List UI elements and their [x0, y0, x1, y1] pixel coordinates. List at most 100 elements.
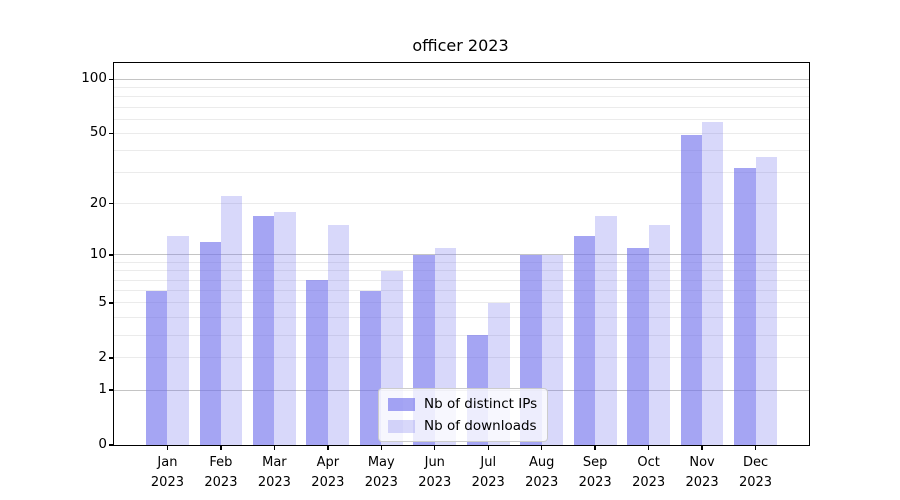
x-tick-month: Nov	[689, 455, 715, 470]
x-tick-year: 2023	[311, 474, 345, 490]
x-tick-mark	[273, 446, 276, 450]
y-tick-label: 50	[89, 124, 107, 141]
bar-distinct-ips-may	[359, 290, 382, 445]
gridline-minor	[114, 118, 809, 120]
y-tick-mark	[108, 254, 113, 256]
x-tick-year: 2023	[204, 474, 238, 490]
legend-swatch-icon	[388, 397, 415, 411]
y-tick-label: 0	[98, 436, 107, 453]
chart-title: officer 2023	[412, 36, 509, 55]
bar-distinct-ips-jan	[146, 290, 168, 445]
y-tick-mark	[108, 389, 113, 391]
x-tick-month: Dec	[742, 455, 769, 470]
x-tick-year: 2023	[150, 474, 184, 490]
bar-distinct-ips-oct	[627, 248, 649, 445]
x-tick-mark	[647, 446, 650, 450]
y-tick-label: 1	[98, 381, 107, 398]
x-tick-label: Jul 2023	[456, 453, 520, 492]
gridline-minor	[114, 96, 809, 98]
legend: Nb of distinct IPs Nb of downloads	[378, 388, 549, 442]
bar-downloads-dec	[755, 156, 777, 445]
gridline-major	[114, 78, 809, 80]
x-tick-year: 2023	[738, 474, 773, 490]
plot-area: Nb of distinct IPs Nb of downloads Jan 202…	[81, 62, 810, 490]
y-tick-mark	[108, 202, 113, 205]
y-tick-mark	[108, 302, 113, 304]
x-tick-label: May 2023	[349, 453, 413, 492]
gridline-minor	[114, 302, 809, 304]
gridline-minor	[114, 132, 809, 134]
y-tick-label: 10	[89, 246, 107, 263]
gridline-minor	[114, 316, 809, 318]
gridline-minor	[114, 150, 809, 152]
x-tick-month: Aug	[528, 455, 555, 470]
y-tick-mark	[108, 132, 113, 135]
bar-distinct-ips-apr	[306, 280, 328, 445]
bar-downloads-nov	[702, 121, 724, 445]
x-tick-mark	[487, 446, 489, 450]
x-tick-label: Dec 2023	[724, 453, 788, 492]
x-tick-mark	[540, 446, 543, 450]
x-tick-year: 2023	[632, 474, 666, 490]
bar-downloads-oct	[648, 225, 670, 445]
x-tick-month: Feb	[209, 455, 233, 470]
bar-downloads-jan	[167, 235, 189, 445]
gridline-minor	[114, 270, 809, 272]
x-tick-label: Apr 2023	[296, 453, 360, 492]
x-tick-mark	[701, 446, 703, 450]
y-tick-label: 100	[81, 70, 107, 87]
gridline-minor	[114, 357, 809, 359]
x-tick-label: Jan 2023	[135, 453, 199, 492]
x-tick-label: Nov 2023	[670, 453, 734, 492]
x-tick-year: 2023	[525, 474, 559, 490]
x-tick-year: 2023	[418, 474, 452, 490]
bar-downloads-feb	[220, 196, 243, 445]
y-tick-label: 20	[89, 194, 107, 211]
bar-distinct-ips-nov	[680, 134, 703, 445]
gridline-minor	[114, 172, 809, 174]
bar-downloads-sep	[595, 215, 617, 445]
x-tick-month: May	[367, 455, 395, 470]
x-tick-month: Apr	[316, 455, 340, 470]
y-tick-label: 2	[98, 349, 107, 366]
x-tick-label: Sep 2023	[563, 453, 627, 492]
gridline-minor	[114, 334, 809, 336]
x-tick-mark	[327, 446, 329, 450]
legend-item: Nb of distinct IPs	[388, 396, 537, 412]
x-tick-label: Aug 2023	[510, 453, 574, 492]
x-tick-label: Feb 2023	[189, 453, 253, 492]
y-tick-label: 5	[98, 294, 107, 311]
x-tick-mark	[434, 446, 436, 450]
x-tick-mark	[166, 446, 169, 450]
x-tick-label: Jun 2023	[403, 453, 467, 492]
x-tick-month: Oct	[637, 455, 660, 470]
x-tick-mark	[754, 446, 757, 450]
legend-label: Nb of downloads	[424, 418, 537, 434]
y-tick-mark	[108, 444, 113, 446]
x-tick-mark	[380, 446, 382, 450]
bar-downloads-apr	[327, 225, 350, 445]
x-tick-month: Sep	[582, 455, 608, 470]
bar-distinct-ips-dec	[734, 167, 756, 445]
x-tick-year: 2023	[257, 474, 291, 490]
bar-distinct-ips-sep	[573, 235, 596, 445]
bar-downloads-mar	[274, 211, 296, 445]
x-tick-month: Jun	[424, 455, 445, 470]
bar-distinct-ips-mar	[253, 215, 275, 445]
x-tick-month: Jul	[480, 455, 497, 470]
x-tick-label: Mar 2023	[242, 453, 306, 492]
gridline-minor	[114, 86, 809, 88]
legend-swatch-icon	[388, 419, 415, 433]
x-tick-year: 2023	[685, 474, 719, 490]
x-tick-mark	[220, 446, 222, 450]
gridline-minor	[114, 290, 809, 292]
x-tick-mark	[594, 446, 596, 450]
legend-label: Nb of distinct IPs	[424, 396, 538, 412]
y-tick-mark	[108, 357, 113, 359]
gridline-minor	[114, 279, 809, 281]
x-tick-year: 2023	[578, 474, 612, 490]
legend-item: Nb of downloads	[388, 418, 537, 434]
x-tick-label: Oct 2023	[617, 453, 681, 492]
x-tick-year: 2023	[364, 474, 398, 490]
